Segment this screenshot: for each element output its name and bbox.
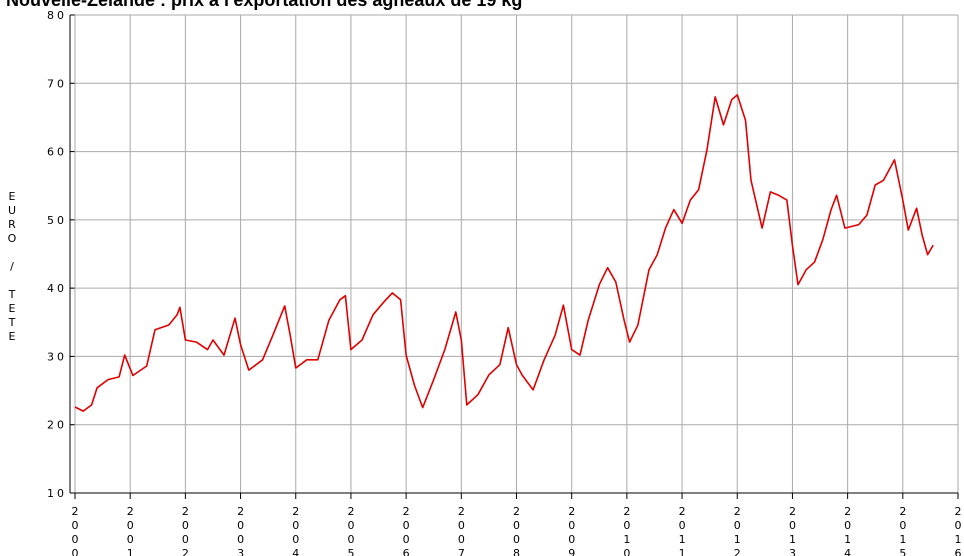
x-tick-label: 2004 [289, 505, 302, 556]
y-tick-label: 50 [47, 214, 67, 227]
x-tick-label: 2001 [124, 505, 137, 556]
y-tick-label: 70 [47, 77, 67, 90]
y-tick-label: 20 [47, 419, 67, 432]
y-axis-label: EURO / TETE [6, 190, 19, 344]
x-tick-label: 2002 [179, 505, 192, 556]
y-tick-label: 30 [47, 350, 67, 363]
x-tick-label: 2006 [400, 505, 413, 556]
x-tick-label: 2010 [620, 505, 633, 556]
y-tick-label: 40 [47, 282, 67, 295]
x-tick-label: 2016 [952, 505, 964, 556]
x-tick-label: 2000 [69, 505, 82, 556]
x-tick-label: 2007 [455, 505, 468, 556]
y-tick-label: 80 [47, 9, 67, 22]
x-tick-label: 2014 [841, 505, 854, 556]
x-tick-label: 2008 [510, 505, 523, 556]
y-tick-label: 10 [47, 487, 67, 500]
x-tick-label: 2003 [234, 505, 247, 556]
x-tick-label: 2013 [786, 505, 799, 556]
chart-title: Nouvelle-Zélande : prix à l'exportation … [6, 0, 522, 10]
x-tick-label: 2009 [565, 505, 578, 556]
x-tick-label: 2005 [344, 505, 357, 556]
x-tick-label: 2012 [731, 505, 744, 556]
y-tick-label: 60 [47, 146, 67, 159]
x-tick-label: 2011 [676, 505, 689, 556]
x-tick-label: 2015 [896, 505, 909, 556]
data-line [74, 94, 934, 412]
